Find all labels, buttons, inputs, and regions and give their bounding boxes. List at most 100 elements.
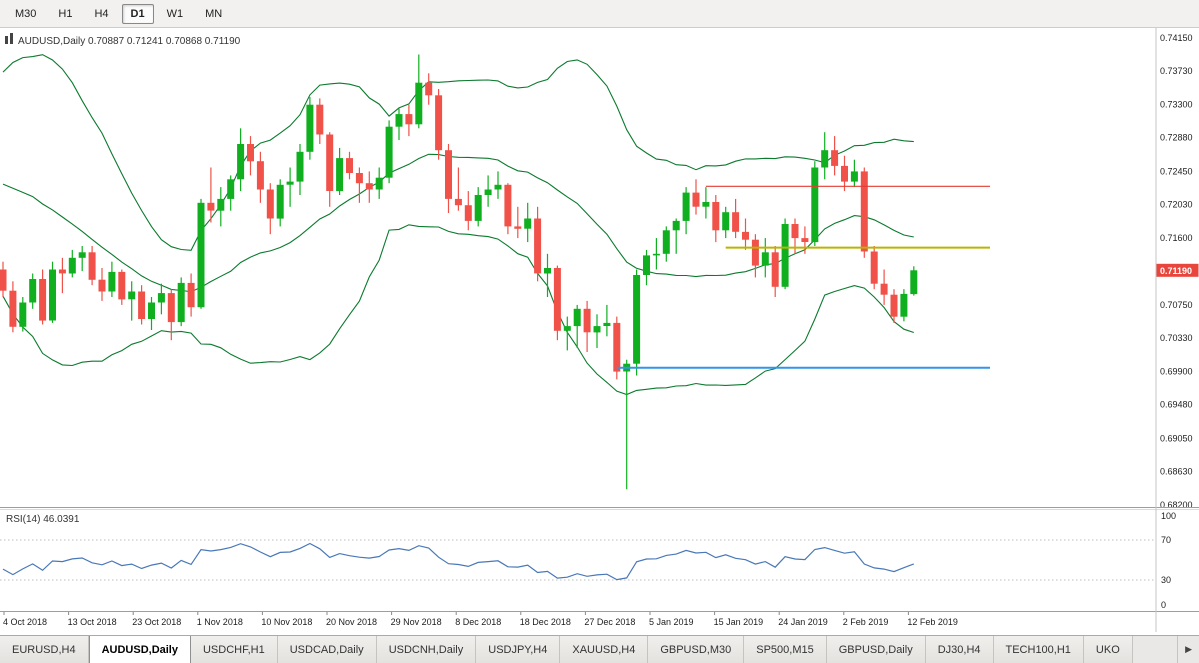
candle-body: [286, 181, 294, 185]
candle-body: [9, 290, 17, 327]
tab-scroll-right-icon[interactable]: ▶: [1177, 636, 1199, 663]
candle-body: [563, 326, 571, 331]
candle-body: [821, 150, 829, 168]
price-scale-label: 0.72880: [1160, 133, 1193, 143]
chart-tabs-bar: EURUSD,H4 AUDUSD,Daily USDCHF,H1 USDCAD,Dai…: [0, 635, 1199, 663]
price-scale-label: 0.74150: [1160, 33, 1193, 43]
price-scale-label: 0.69480: [1160, 400, 1193, 410]
candle-body: [672, 220, 680, 231]
rsi-scale-label: 70: [1161, 535, 1171, 545]
current-price-badge: [1156, 263, 1199, 277]
candle-body: [217, 198, 225, 211]
chart-tab-gbpusd-m30[interactable]: GBPUSD,M30: [648, 636, 745, 663]
chart-tab-dj30-h4[interactable]: DJ30,H4: [925, 636, 994, 663]
chart-tab-gbpusd-daily[interactable]: GBPUSD,Daily: [826, 636, 926, 663]
candle-body: [266, 189, 274, 219]
bollinger-middle-band: [2, 153, 914, 293]
candle-body: [98, 279, 106, 292]
candle-body: [841, 165, 848, 182]
candle-body: [138, 291, 146, 319]
price-scale-label: 0.69050: [1160, 433, 1193, 443]
candle-body: [910, 270, 918, 295]
candle-body: [0, 269, 7, 291]
candle-body: [187, 282, 195, 308]
candle-body: [276, 184, 284, 219]
candle-body: [880, 283, 888, 295]
date-label: 18 Dec 2018: [520, 617, 571, 627]
candle-body: [247, 144, 254, 162]
price-scale-label: 0.73300: [1160, 100, 1193, 110]
candle-body: [326, 134, 334, 191]
candle-body: [306, 104, 314, 152]
candle-body: [692, 192, 700, 207]
candle-body: [68, 257, 76, 274]
rsi-pane[interactable]: RSI(14) 46.0391 100 70 30 0: [0, 511, 1176, 610]
main-price-pane[interactable]: AUDUSD,Daily 0.70887 0.71241 0.70868 0.7…: [0, 33, 990, 490]
candle-body: [167, 293, 175, 323]
price-chart[interactable]: AUDUSD,Daily 0.70887 0.71241 0.70868 0.7…: [0, 28, 1199, 635]
price-scale-label: 0.69900: [1160, 367, 1193, 377]
candle-body: [544, 268, 551, 274]
candle-body: [553, 268, 561, 331]
candle-body: [643, 255, 650, 275]
candle-body: [296, 151, 304, 182]
chart-tab-eurusd-h4[interactable]: EURUSD,H4: [0, 636, 89, 663]
price-scale-label: 0.70330: [1160, 333, 1193, 343]
chart-title: AUDUSD,Daily 0.70887 0.71241 0.70868 0.7…: [18, 36, 241, 47]
candle-body: [603, 322, 611, 326]
chart-tab-uko[interactable]: UKO: [1083, 636, 1133, 663]
candle-body: [207, 202, 215, 211]
chart-tab-usdcnh-daily[interactable]: USDCNH,Daily: [376, 636, 477, 663]
candle-body: [118, 271, 126, 300]
candle-body: [405, 114, 413, 125]
chart-tab-tech100-h1[interactable]: TECH100,H1: [993, 636, 1084, 663]
candle-body: [78, 252, 86, 258]
candle-body: [375, 177, 383, 190]
candle-body: [801, 238, 809, 242]
price-scale[interactable]: 0.74150 0.73730 0.73300 0.72880 0.72450 0.720…: [1156, 33, 1199, 510]
candle-body: [732, 212, 740, 232]
candle-body: [771, 252, 779, 287]
timeframe-button-h1[interactable]: H1: [58, 7, 73, 20]
timeframe-button-m30[interactable]: M30: [15, 7, 37, 20]
date-label: 20 Nov 2018: [326, 617, 377, 627]
candle-body: [49, 269, 56, 321]
date-label: 5 Jan 2019: [649, 617, 694, 627]
date-label: 4 Oct 2018: [3, 617, 47, 627]
candle-body: [395, 114, 403, 127]
candle-body: [593, 326, 601, 333]
price-scale-label: 0.73730: [1160, 66, 1193, 76]
timeframe-button-d1[interactable]: D1: [121, 3, 154, 24]
candle-body: [454, 198, 462, 206]
candle-body: [29, 279, 37, 303]
rsi-line: [2, 542, 915, 581]
price-scale-label: 0.68200: [1160, 500, 1193, 510]
date-label: 10 Nov 2018: [261, 617, 312, 627]
candle-body: [524, 218, 532, 229]
chart-tab-usdcad-daily[interactable]: USDCAD,Daily: [277, 636, 377, 663]
time-scale[interactable]: 4 Oct 2018 13 Oct 2018 23 Oct 2018 1 Nov 20…: [3, 612, 958, 627]
candle-body: [256, 161, 264, 190]
candle-body: [613, 322, 621, 372]
chart-tab-usdchf-h1[interactable]: USDCHF,H1: [190, 636, 278, 663]
chart-tab-audusd-daily[interactable]: AUDUSD,Daily: [88, 636, 191, 663]
chart-icon: [5, 36, 8, 44]
date-label: 2 Feb 2019: [843, 617, 889, 627]
candle-body: [722, 212, 730, 231]
candle-body: [761, 252, 769, 266]
chart-tab-usdjpy-h4[interactable]: USDJPY,H4: [476, 636, 561, 663]
candle-body: [662, 230, 670, 254]
candle-body: [900, 293, 908, 317]
chart-tab-xauusd-h4[interactable]: XAUUSD,H4: [560, 636, 649, 663]
candle-body: [890, 294, 898, 317]
timeframe-button-mn[interactable]: MN: [205, 7, 223, 20]
candle-body: [514, 226, 522, 229]
candle-body: [415, 82, 423, 125]
candle-body: [870, 251, 878, 284]
timeframe-button-w1[interactable]: W1: [166, 7, 184, 20]
candle-body: [365, 183, 373, 190]
chart-tab-sp500-m15[interactable]: SP500,M15: [744, 636, 827, 663]
timeframe-button-h4[interactable]: H4: [94, 7, 109, 20]
date-label: 23 Oct 2018: [132, 617, 181, 627]
